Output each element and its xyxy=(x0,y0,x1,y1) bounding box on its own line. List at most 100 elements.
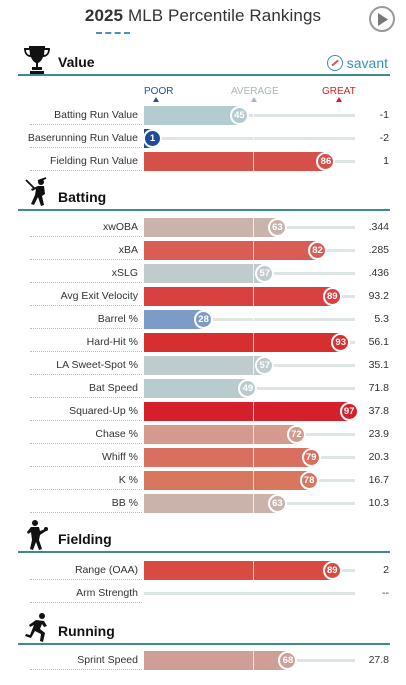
play-icon xyxy=(378,13,388,26)
percentile-badge: 28 xyxy=(194,310,214,329)
average-line xyxy=(253,310,254,329)
percentile-bar xyxy=(144,379,248,398)
percentile-badge: 63 xyxy=(267,494,287,513)
scale-average: AVERAGE xyxy=(231,86,279,97)
percentile-badge: 72 xyxy=(286,425,306,444)
percentile-row[interactable]: Hard-Hit % 93 56.1 xyxy=(0,332,406,353)
row-leader-dots xyxy=(30,669,142,670)
runner-icon xyxy=(20,611,54,645)
row-leader-dots xyxy=(30,420,142,421)
percentile-bar xyxy=(144,152,326,171)
percentile-badge: 93 xyxy=(331,333,351,352)
percentile-row[interactable]: Squared-Up % 97 37.8 xyxy=(0,401,406,422)
percentile-row[interactable]: xBA 82 .285 xyxy=(0,240,406,261)
percentile-badge: 45 xyxy=(229,106,249,125)
section-running-header: Running xyxy=(18,611,390,645)
percentile-row[interactable]: Sprint Speed 68 27.8 xyxy=(0,650,406,671)
row-leader-dots xyxy=(30,282,142,283)
savant-logo[interactable]: savant xyxy=(326,55,388,71)
row-leader-dots xyxy=(30,579,142,580)
average-line xyxy=(253,287,254,306)
metric-value: 35.1 xyxy=(368,359,389,371)
row-leader-dots xyxy=(30,236,142,237)
scale-average-marker xyxy=(251,97,257,102)
metric-value: -1 xyxy=(379,109,389,121)
average-line xyxy=(253,356,254,375)
percentile-row[interactable]: Barrel % 28 5.3 xyxy=(0,309,406,330)
row-leader-dots xyxy=(30,147,142,148)
row-leader-dots xyxy=(30,466,142,467)
average-line xyxy=(253,402,254,421)
metric-value: .285 xyxy=(368,244,389,256)
percentile-track xyxy=(144,137,355,140)
section-divider xyxy=(18,643,390,645)
percentile-row[interactable]: Chase % 72 23.9 xyxy=(0,424,406,445)
scale-great-marker xyxy=(336,97,342,102)
percentile-row[interactable]: Baserunning Run Value 1 -2 xyxy=(0,128,406,149)
percentile-row[interactable]: K % 78 16.7 xyxy=(0,470,406,491)
percentile-bar xyxy=(144,471,309,490)
section-title-batting: Batting xyxy=(58,189,107,205)
title-underline xyxy=(96,32,130,34)
section-divider xyxy=(18,209,390,211)
play-button[interactable] xyxy=(369,6,395,32)
percentile-bar xyxy=(144,287,332,306)
section-title-fielding: Fielding xyxy=(58,531,112,547)
metric-value: 23.9 xyxy=(368,428,389,440)
row-leader-dots xyxy=(30,259,142,260)
average-line xyxy=(253,494,254,513)
section-title-value: Value xyxy=(58,54,95,70)
percentile-row[interactable]: Fielding Run Value 86 1 xyxy=(0,151,406,172)
percentile-bar xyxy=(144,218,277,237)
metric-value: 37.8 xyxy=(368,405,389,417)
percentile-bar xyxy=(144,425,296,444)
metric-label: Arm Strength xyxy=(76,587,138,599)
metric-label: Hard-Hit % xyxy=(86,336,138,348)
metric-value: 1 xyxy=(383,155,389,167)
percentile-bar xyxy=(144,264,265,283)
metric-label: LA Sweet-Spot % xyxy=(56,359,138,371)
scale-poor-marker xyxy=(153,97,159,102)
metric-label: xwOBA xyxy=(102,221,138,233)
percentile-row[interactable]: Whiff % 79 20.3 xyxy=(0,447,406,468)
average-line xyxy=(253,561,254,580)
metric-label: Fielding Run Value xyxy=(50,155,138,167)
metric-value: 5.3 xyxy=(374,313,389,325)
percentile-badge: 1 xyxy=(143,129,162,148)
average-line xyxy=(253,448,254,467)
metric-label: Squared-Up % xyxy=(69,405,138,417)
row-leader-dots xyxy=(30,397,142,398)
percentile-row[interactable]: Bat Speed 49 71.8 xyxy=(0,378,406,399)
percentile-badge: 86 xyxy=(316,152,336,171)
percentile-row[interactable]: Avg Exit Velocity 89 93.2 xyxy=(0,286,406,307)
percentile-row[interactable]: xSLG 57 .436 xyxy=(0,263,406,284)
metric-label: K % xyxy=(118,474,138,486)
average-line xyxy=(253,471,254,490)
metric-label: xBA xyxy=(118,244,138,256)
metric-label: xSLG xyxy=(111,267,138,279)
row-leader-dots xyxy=(30,328,142,329)
percentile-row[interactable]: LA Sweet-Spot % 57 35.1 xyxy=(0,355,406,376)
row-leader-dots xyxy=(30,443,142,444)
percentile-row[interactable]: BB % 63 10.3 xyxy=(0,493,406,514)
percentile-badge: 49 xyxy=(238,379,258,398)
percentile-badge: 63 xyxy=(267,218,287,237)
section-fielding-header: Fielding xyxy=(18,519,390,553)
percentile-bar xyxy=(144,561,332,580)
row-leader-dots xyxy=(30,305,142,306)
title-year: 2025 xyxy=(84,6,124,25)
metric-value: 56.1 xyxy=(368,336,389,348)
percentile-row[interactable]: Batting Run Value 45 -1 xyxy=(0,105,406,126)
percentile-row[interactable]: xwOBA 63 .344 xyxy=(0,217,406,238)
metric-value: -2 xyxy=(379,132,389,144)
metric-value: 16.7 xyxy=(368,474,389,486)
metric-label: Whiff % xyxy=(102,451,138,463)
metric-value: 71.8 xyxy=(368,382,389,394)
metric-label: Batting Run Value xyxy=(54,109,138,121)
percentile-row[interactable]: Range (OAA) 89 2 xyxy=(0,560,406,581)
average-line xyxy=(253,264,254,283)
average-line xyxy=(253,425,254,444)
percentile-row[interactable]: Arm Strength -- xyxy=(0,583,406,604)
metric-value: 2 xyxy=(383,564,389,576)
section-value-header: Value savant xyxy=(18,42,390,76)
